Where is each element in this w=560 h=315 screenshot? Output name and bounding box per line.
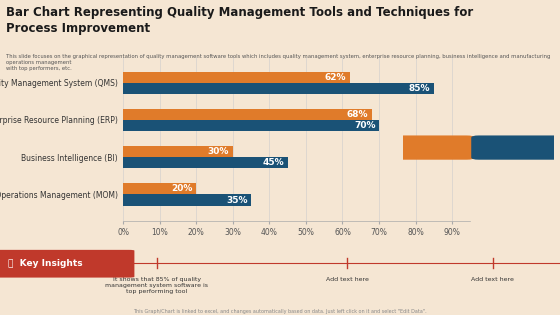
Text: This slide focuses on the graphical representation of quality management softwar: This slide focuses on the graphical repr… bbox=[6, 54, 550, 71]
Text: 45%: 45% bbox=[263, 158, 284, 167]
Bar bbox=[123, 72, 350, 83]
FancyBboxPatch shape bbox=[0, 250, 134, 278]
Text: Bar Chart Representing Quality Management Tools and Techniques for
Process Impro: Bar Chart Representing Quality Managemen… bbox=[6, 6, 473, 35]
Text: 35%: 35% bbox=[226, 196, 248, 204]
Text: 70%: 70% bbox=[354, 121, 375, 130]
Text: This Graph/Chart is linked to excel, and changes automatically based on data. Ju: This Graph/Chart is linked to excel, and… bbox=[133, 309, 427, 314]
Text: 🎵  Key Insights: 🎵 Key Insights bbox=[8, 259, 83, 268]
Text: Top Performers
(Best in Class): Top Performers (Best in Class) bbox=[489, 142, 544, 153]
Text: 85%: 85% bbox=[409, 84, 430, 93]
Bar bbox=[123, 157, 288, 169]
Bar bbox=[123, 83, 434, 94]
Bar bbox=[123, 146, 233, 157]
Text: 20%: 20% bbox=[171, 184, 193, 193]
Text: 62%: 62% bbox=[325, 73, 346, 82]
Bar bbox=[123, 109, 372, 120]
Text: 68%: 68% bbox=[347, 110, 368, 119]
Text: Add text here: Add text here bbox=[326, 277, 368, 282]
Text: It shows that 85% of quality
management system software is
top performing tool: It shows that 85% of quality management … bbox=[105, 277, 208, 294]
Bar bbox=[123, 120, 379, 131]
Bar bbox=[123, 194, 251, 206]
FancyBboxPatch shape bbox=[472, 135, 560, 160]
Text: 30%: 30% bbox=[208, 147, 229, 156]
Bar bbox=[123, 183, 197, 194]
Text: Everyone Else: Everyone Else bbox=[407, 145, 463, 151]
Text: Add text here: Add text here bbox=[472, 277, 514, 282]
FancyBboxPatch shape bbox=[395, 135, 474, 160]
